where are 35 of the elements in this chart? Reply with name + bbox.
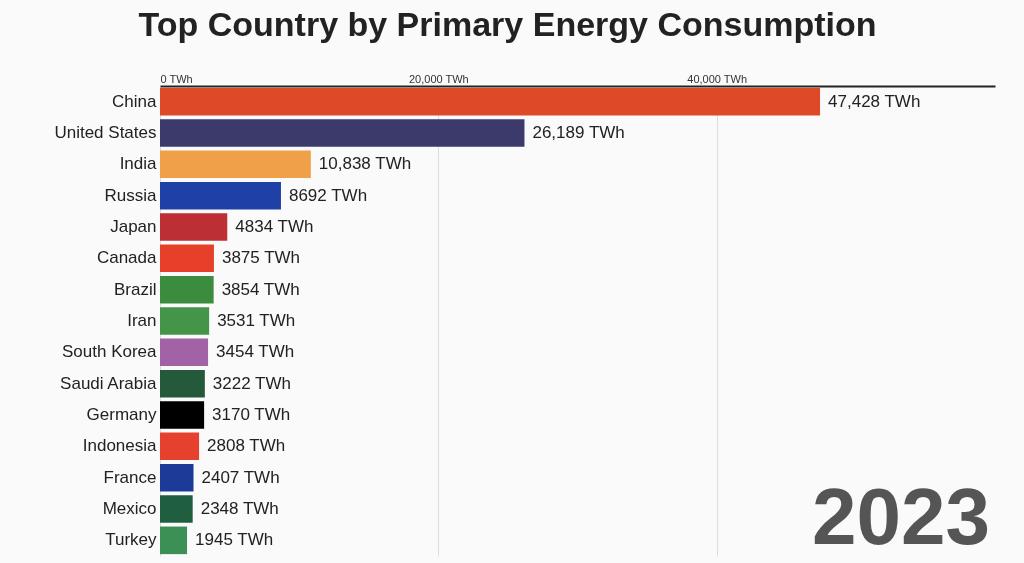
data-label: 1945 TWh — [195, 530, 274, 550]
y-tick-label: Turkey — [105, 530, 157, 550]
y-tick-label: Canada — [96, 248, 158, 268]
data-label: 8692 TWh — [288, 185, 368, 205]
y-tick-label: Japan — [110, 217, 157, 236]
data-label: 3170 TWh — [212, 405, 291, 424]
y-tick-label: Indonesia — [82, 436, 158, 456]
annotation: 2023 — [812, 472, 990, 561]
data-label: 2348 TWh — [200, 499, 279, 518]
x-tick-label: 20,000 TWh — [408, 72, 469, 85]
data-label: 26,189 TWh — [532, 123, 625, 142]
x-tick-label: 0 TWh — [160, 72, 193, 85]
data-label: 3531 TWh — [217, 311, 296, 330]
x-tick-label: 40,000 TWh — [687, 72, 748, 85]
data-label: 3875 TWh — [221, 248, 301, 268]
data-label: 3222 TWh — [212, 373, 291, 393]
y-tick-label: Saudi Arabia — [60, 373, 158, 393]
data-label: 47,428 TWh — [828, 91, 921, 111]
data-label: 2808 TWh — [207, 436, 286, 456]
y-tick-label: Germany — [86, 405, 157, 424]
data-label: 3454 TWh — [216, 342, 295, 362]
data-label: 10,838 TWh — [318, 154, 412, 174]
y-tick-label: France — [103, 467, 157, 487]
y-tick-label: India — [119, 154, 158, 174]
chart-title: Top Country by Primary Energy Consumption — [138, 5, 877, 43]
y-tick-label: Iran — [127, 311, 157, 330]
data-label: 4834 TWh — [235, 217, 314, 236]
data-label: 2407 TWh — [201, 467, 280, 487]
data-label: 3854 TWh — [221, 279, 300, 299]
y-tick-label: Brazil — [113, 279, 157, 299]
y-tick-label: Russia — [104, 185, 158, 205]
y-tick-label: Mexico — [102, 499, 157, 518]
y-tick-label: China — [112, 91, 158, 111]
y-tick-label: South Korea — [61, 342, 158, 362]
y-tick-label: United States — [54, 123, 157, 142]
